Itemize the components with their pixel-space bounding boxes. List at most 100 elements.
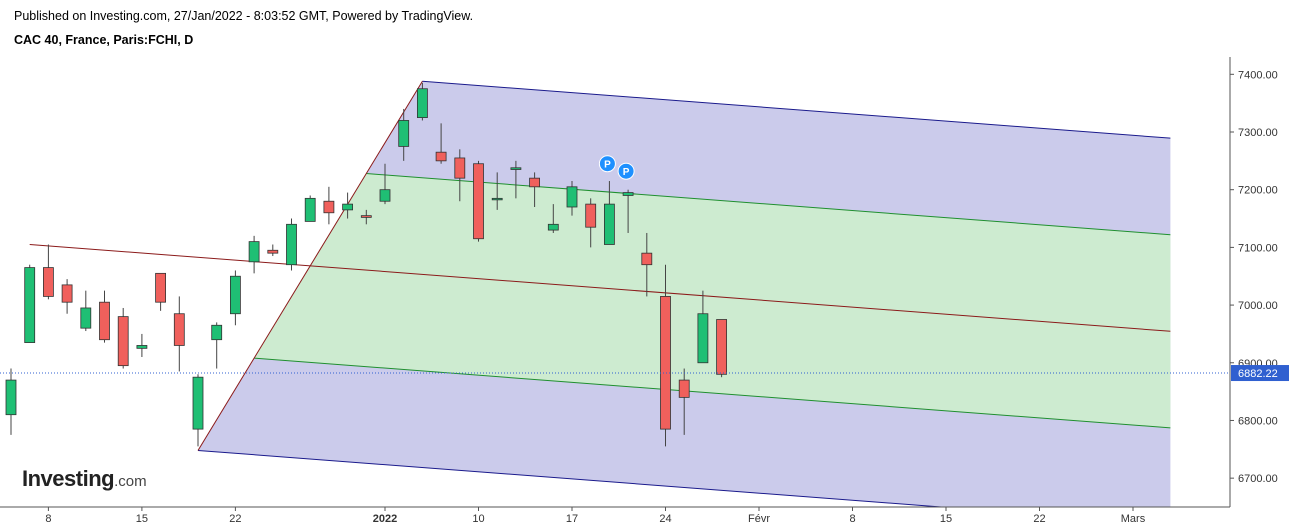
time-tick-label: 8 xyxy=(45,513,51,525)
candle-body xyxy=(641,252,653,266)
candle-body xyxy=(24,267,36,343)
candle[interactable] xyxy=(229,270,241,326)
candle-body xyxy=(491,197,503,201)
candle[interactable] xyxy=(660,264,671,447)
candle[interactable] xyxy=(173,296,185,372)
candle-body xyxy=(622,192,634,196)
pitchfork-bands xyxy=(198,81,1171,525)
candle-body xyxy=(416,88,428,118)
candle[interactable] xyxy=(641,232,653,297)
candle[interactable] xyxy=(716,319,727,378)
time-tick-label: 15 xyxy=(940,513,952,525)
candle-body xyxy=(473,163,484,240)
time-tick-label: 8 xyxy=(849,513,855,525)
candle[interactable] xyxy=(529,172,540,207)
time-tick-label: 22 xyxy=(229,513,241,525)
pivot-marker-circle xyxy=(617,162,635,180)
candle[interactable] xyxy=(99,290,110,343)
candle-body xyxy=(43,267,54,297)
price-tick-label: 6800.00 xyxy=(1238,415,1278,427)
candle[interactable] xyxy=(248,235,260,274)
candle[interactable] xyxy=(622,189,634,233)
candle-body xyxy=(117,316,129,367)
logo-sub-text: .com xyxy=(114,473,147,490)
candle-body xyxy=(697,313,709,364)
candle[interactable] xyxy=(510,160,522,199)
candle-body xyxy=(660,296,671,430)
time-tick-label: 17 xyxy=(566,513,578,525)
price-axis[interactable]: 6700.006800.006900.007000.007100.007200.… xyxy=(1230,69,1278,485)
candle[interactable] xyxy=(604,181,615,245)
candle[interactable] xyxy=(304,195,316,222)
candle-body xyxy=(173,313,185,346)
candle-body xyxy=(379,189,391,202)
candle-body xyxy=(61,284,73,303)
candle-body xyxy=(80,307,92,329)
candle[interactable] xyxy=(192,374,204,447)
investing-logo: Investing.com xyxy=(22,466,147,492)
time-tick-label: Mars xyxy=(1121,513,1146,525)
candle[interactable] xyxy=(454,149,466,202)
candle[interactable] xyxy=(43,244,54,300)
candle-body xyxy=(398,120,410,147)
candle-body xyxy=(435,151,447,162)
candle[interactable] xyxy=(473,160,484,242)
candle[interactable] xyxy=(342,192,354,219)
candle[interactable] xyxy=(379,163,391,205)
candle[interactable] xyxy=(323,186,335,225)
candle-body xyxy=(323,200,335,214)
candle[interactable] xyxy=(678,368,690,435)
candle-body xyxy=(192,376,204,430)
candle[interactable] xyxy=(398,108,410,161)
candle[interactable] xyxy=(80,290,92,332)
candle-body xyxy=(342,203,354,211)
candle-body xyxy=(248,241,260,263)
candle-body xyxy=(547,223,559,231)
time-tick-label: 22 xyxy=(1033,513,1045,525)
pitchfork-inner-upper-line xyxy=(366,173,1171,236)
candle-body xyxy=(716,319,727,375)
pivot-marker-label: P xyxy=(623,167,630,178)
pivot-marker[interactable]: P xyxy=(598,155,616,173)
pitchfork-upper-line xyxy=(422,80,1171,139)
candle[interactable] xyxy=(286,218,297,271)
candle[interactable] xyxy=(61,279,73,314)
candle-body xyxy=(5,379,17,416)
candle[interactable] xyxy=(24,264,36,343)
candle[interactable] xyxy=(155,272,167,311)
candle-body xyxy=(267,249,279,254)
candle[interactable] xyxy=(566,181,578,216)
candle[interactable] xyxy=(5,368,17,435)
candle[interactable] xyxy=(211,322,223,369)
candle-body xyxy=(229,275,241,315)
candle-body xyxy=(604,203,615,245)
candle-body xyxy=(529,177,540,188)
time-tick-label: 15 xyxy=(136,513,148,525)
candle[interactable] xyxy=(547,204,559,233)
candle-body xyxy=(510,167,522,170)
candle[interactable] xyxy=(360,209,372,225)
candle[interactable] xyxy=(697,290,709,364)
candle[interactable] xyxy=(267,244,279,257)
price-tick-label: 7000.00 xyxy=(1238,300,1278,312)
pivot-marker[interactable]: P xyxy=(617,162,635,180)
candle[interactable] xyxy=(117,307,129,369)
candle-body xyxy=(566,186,578,208)
candle[interactable] xyxy=(435,123,447,164)
published-info: Published on Investing.com, 27/Jan/2022 … xyxy=(14,9,474,23)
candle[interactable] xyxy=(136,333,148,357)
price-tick-label: 7200.00 xyxy=(1238,185,1278,197)
candle[interactable] xyxy=(416,82,428,121)
price-tick-label: 7100.00 xyxy=(1238,242,1278,254)
candle[interactable] xyxy=(491,172,503,210)
price-tick-label: 7300.00 xyxy=(1238,127,1278,139)
last-price-box xyxy=(1231,365,1289,382)
price-axis-background xyxy=(1230,57,1294,507)
time-tick-label: 2022 xyxy=(373,513,397,525)
pivot-marker-circle xyxy=(598,155,616,173)
time-axis[interactable]: 8 15 22 2022 10 17 24 Févr 8 15 22 Mars xyxy=(45,507,1146,525)
time-axis-background xyxy=(0,507,1294,532)
candle[interactable] xyxy=(585,198,597,248)
candle-body xyxy=(136,345,148,349)
